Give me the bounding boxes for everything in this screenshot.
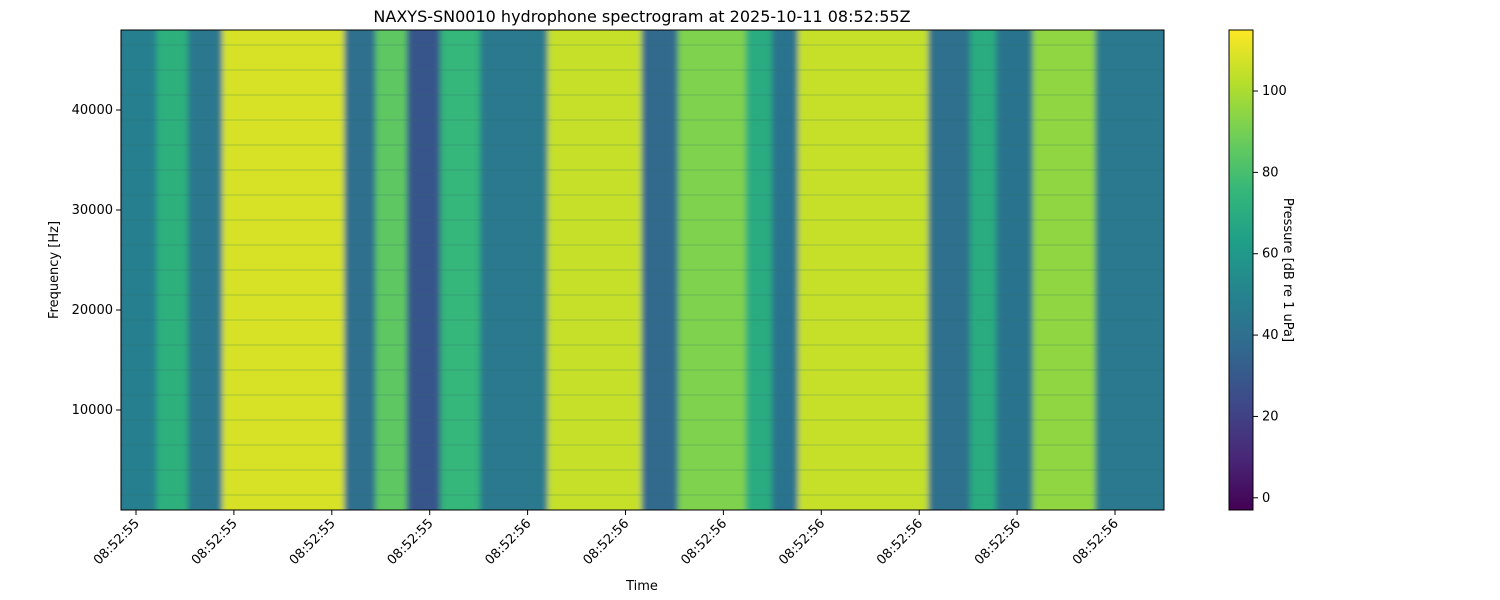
spectrogram-band — [187, 30, 225, 510]
x-tick-label: 08:52:56 — [678, 516, 730, 568]
spectrogram-band — [406, 30, 443, 510]
x-tick-label: 08:52:55 — [189, 516, 241, 568]
x-axis: 08:52:55 08:52:55 08:52:55 08:52:55 08:52:56… — [91, 510, 1122, 568]
harmonic-lines — [121, 44, 1164, 496]
y-axis-label: Frequency [Hz] — [47, 221, 62, 319]
spectrogram-band — [547, 30, 644, 510]
y-tick-label: 10000 — [72, 403, 113, 418]
y-axis: 10000 20000 30000 40000 — [72, 103, 121, 418]
colorbar-label: Pressure [dB re 1 uPa] — [1280, 198, 1295, 342]
plot-frame — [120, 29, 1165, 511]
y-tick-label: 30000 — [72, 203, 113, 218]
spectrogram-band — [1095, 30, 1164, 510]
y-tick-label: 40000 — [72, 103, 113, 118]
spectrogram-band — [1032, 30, 1098, 510]
x-tick-label: 08:52:55 — [385, 516, 437, 568]
spectrogram-band — [121, 30, 159, 510]
spectrogram-band — [344, 30, 378, 510]
y-tick-label: 20000 — [72, 303, 113, 318]
colorbar-tick-label: 60 — [1262, 247, 1279, 262]
x-tick-label: 08:52:55 — [287, 516, 339, 568]
plot-area — [121, 30, 1164, 510]
chart-title: NAXYS-SN0010 hydrophone spectrogram at 2… — [373, 7, 910, 26]
spectrogram-band — [440, 30, 482, 510]
colorbar-tick-label: 100 — [1262, 84, 1287, 99]
spectrogram-band — [928, 30, 973, 510]
spectrogram-band — [641, 30, 681, 510]
x-tick-label: 08:52:56 — [972, 516, 1024, 568]
x-tick-label: 08:52:56 — [776, 516, 828, 568]
spectrogram-band — [745, 30, 774, 510]
colorbar-tick-label: 20 — [1262, 409, 1279, 424]
spectrogram-heatmap — [121, 30, 1164, 510]
colorbar-tick-label: 0 — [1262, 491, 1270, 506]
colorbar-tick-label: 80 — [1262, 165, 1279, 180]
x-tick-label: 08:52:56 — [483, 516, 535, 568]
spectrogram-band — [797, 30, 931, 510]
spectrogram-band — [156, 30, 190, 510]
spectrogram-band — [970, 30, 999, 510]
x-axis-label: Time — [625, 579, 658, 594]
spectrogram-band — [771, 30, 800, 510]
x-tick-label: 08:52:56 — [874, 516, 926, 568]
x-tick-label: 08:52:55 — [91, 516, 143, 568]
spectrogram-band — [479, 30, 550, 510]
spectrogram-band — [678, 30, 748, 510]
spectrogram-band — [375, 30, 409, 510]
spectrogram-band — [222, 30, 347, 510]
spectrogram-band — [996, 30, 1035, 510]
x-tick-label: 08:52:56 — [1070, 516, 1122, 568]
colorbar-tick-label: 40 — [1262, 328, 1279, 343]
x-tick-label: 08:52:56 — [580, 516, 632, 568]
colorbar — [1228, 29, 1254, 511]
colorbar-axis: 0 20 40 60 80 100 — [1253, 84, 1287, 506]
